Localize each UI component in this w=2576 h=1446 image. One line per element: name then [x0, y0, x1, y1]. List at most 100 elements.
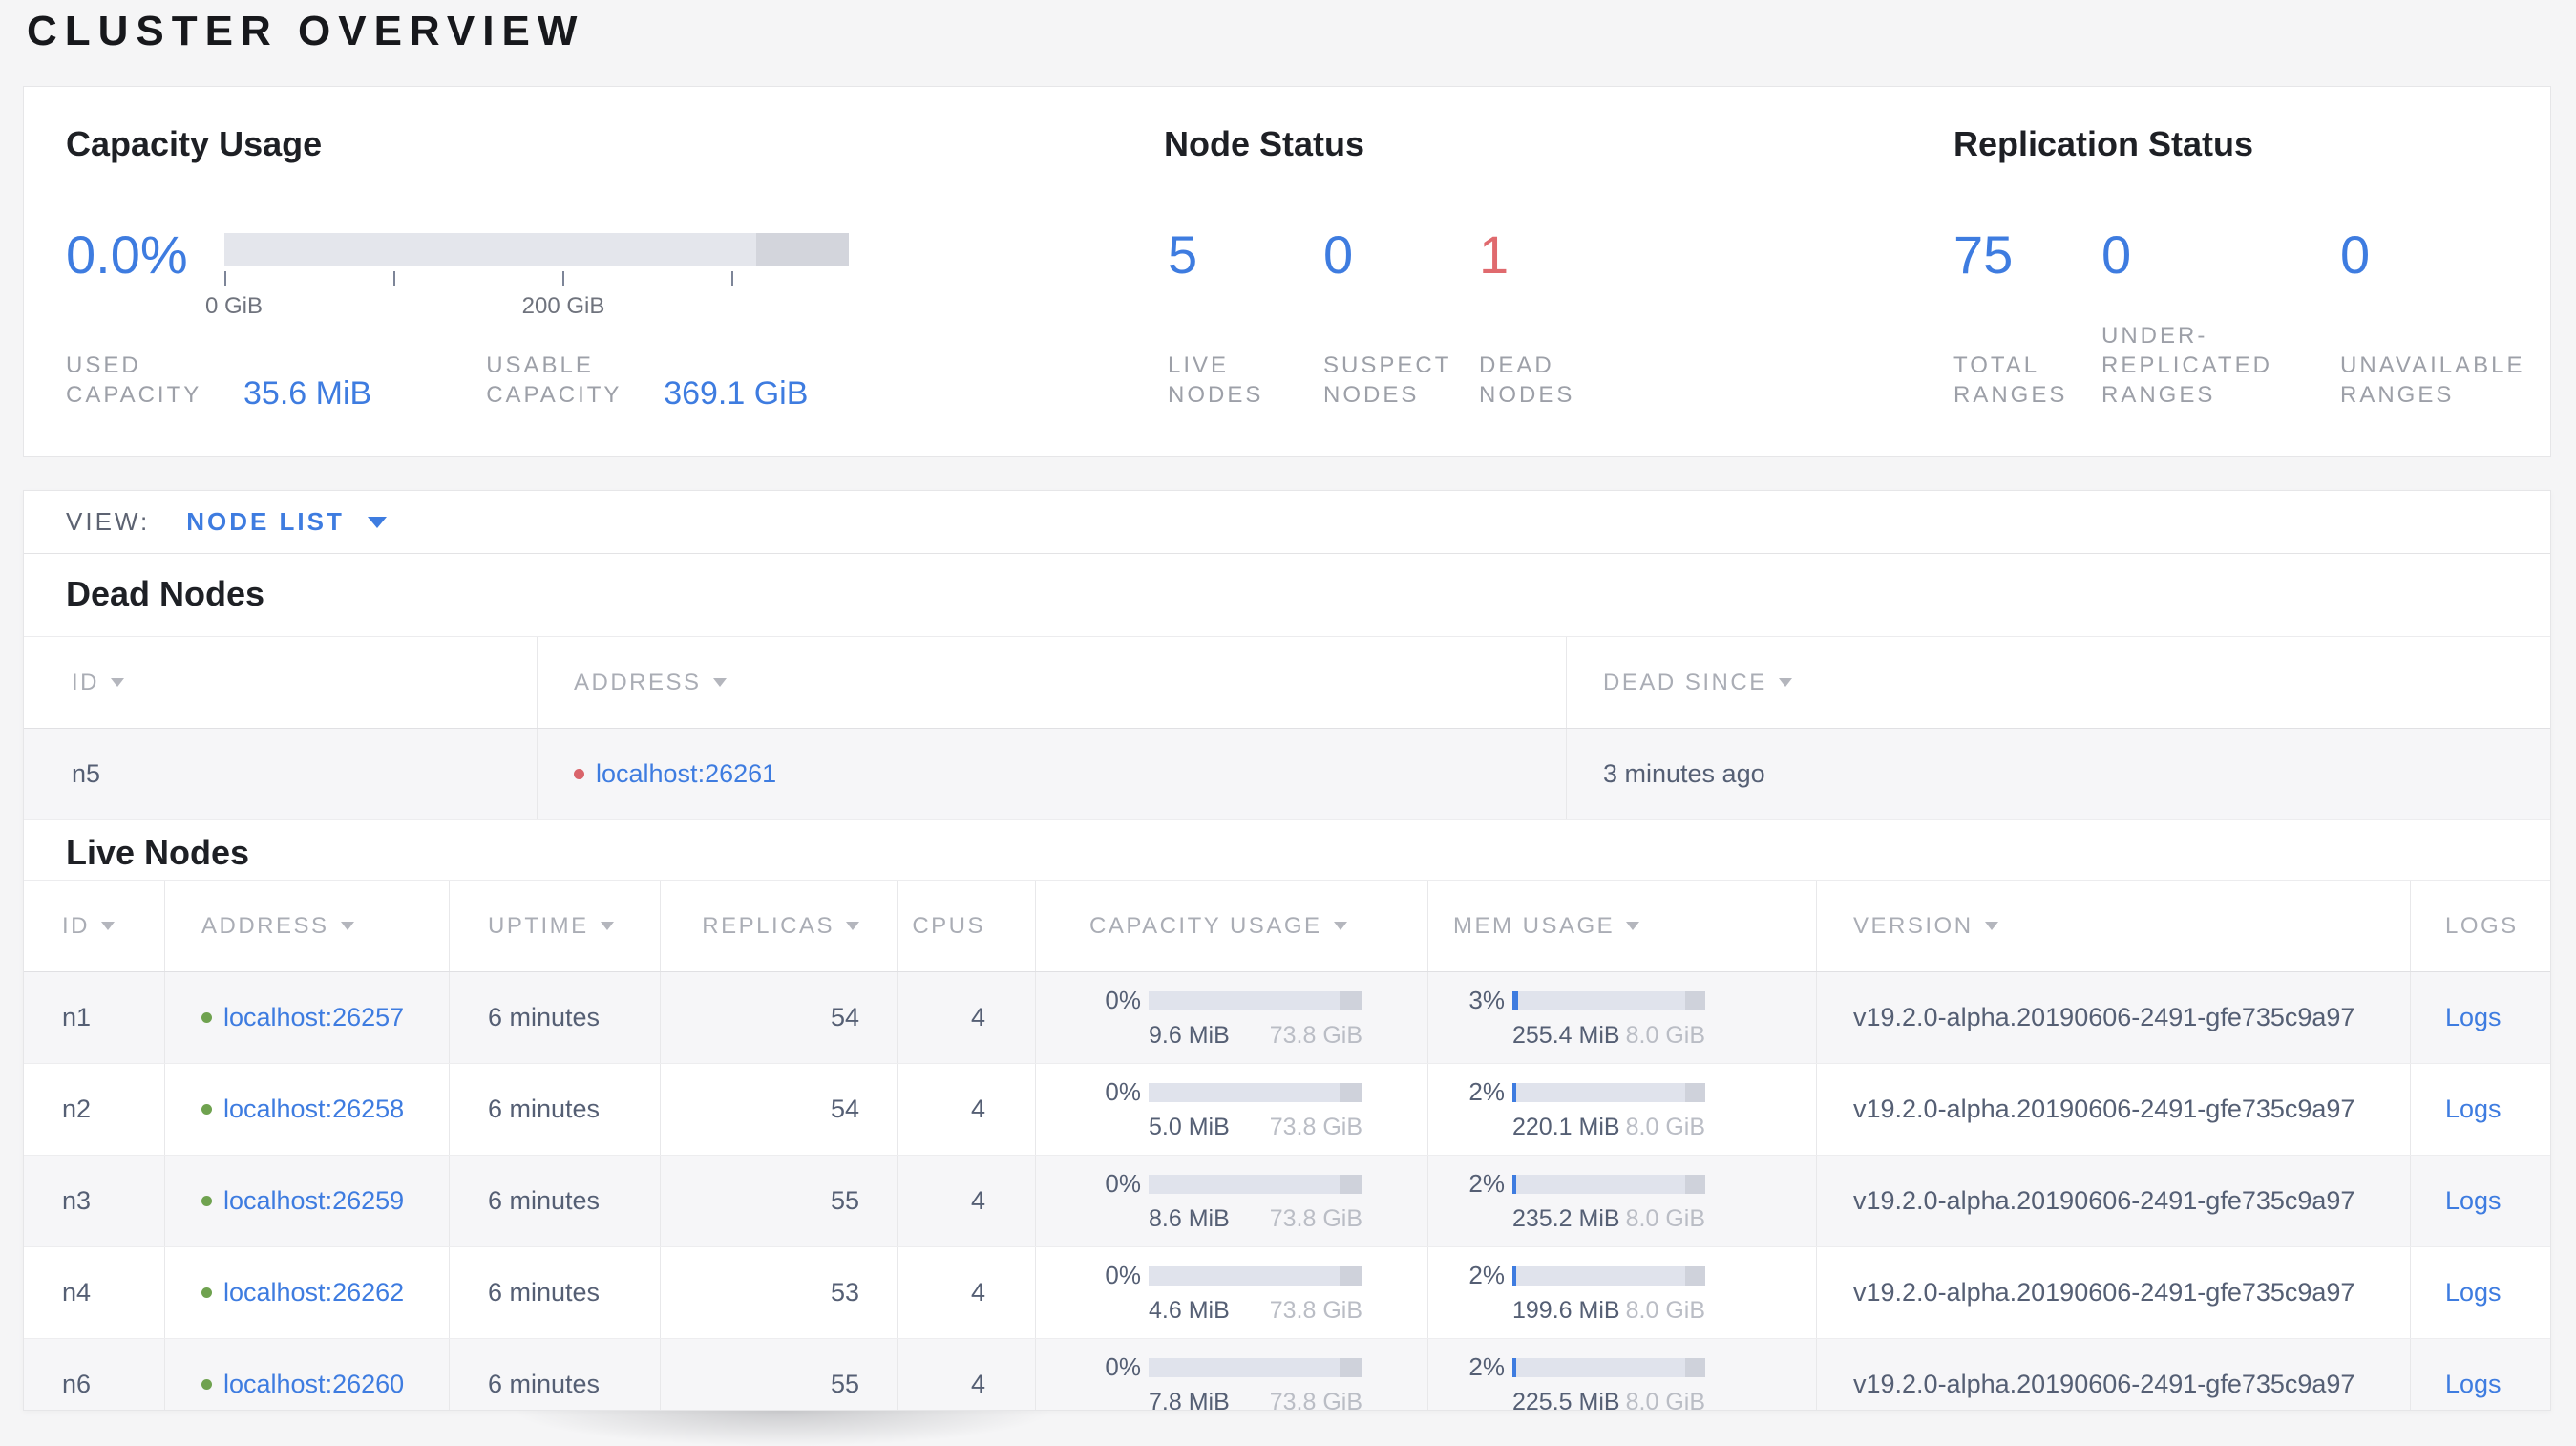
- live-node-address-cell: localhost:26257: [164, 972, 449, 1063]
- dead-col-header-dead-since[interactable]: DEAD SINCE: [1566, 637, 2550, 728]
- sort-desc-icon: [1333, 922, 1347, 930]
- memory-bar-fill: [1512, 1174, 1517, 1194]
- dead-node-id: n5: [72, 759, 101, 788]
- dead-node-row: n5 localhost:26261 3 minutes ago: [24, 729, 2550, 820]
- live-node-capacity-cell: 0% 5.0 MiB 73.8 GiB: [1035, 1064, 1427, 1155]
- capacity-used-value: 9.6 MiB: [1149, 1022, 1230, 1049]
- capacity-total-value: 73.8 GiB: [1269, 1114, 1362, 1140]
- live-node-cpus: 4: [897, 1247, 1035, 1338]
- sort-desc-icon: [846, 922, 859, 930]
- capacity-used-percent: 0.0%: [66, 224, 188, 285]
- live-col-header-version[interactable]: VERSION: [1816, 881, 2410, 971]
- live-node-address-link[interactable]: localhost:26259: [223, 1186, 405, 1215]
- live-node-capacity-cell: 0% 9.6 MiB 73.8 GiB: [1035, 972, 1427, 1063]
- capacity-bar-reserved-segment: [1340, 1174, 1362, 1194]
- sort-desc-icon: [712, 678, 727, 687]
- capacity-usage-heading: Capacity Usage: [66, 124, 323, 163]
- suspect-nodes-label: SUSPECT NODES: [1323, 352, 1452, 408]
- capacity-bar-reserved-segment: [1340, 990, 1362, 1010]
- dead-node-dead-since: 3 minutes ago: [1566, 729, 2550, 819]
- capacity-bar-reserved-segment: [1340, 1265, 1362, 1286]
- sort-desc-icon: [1778, 678, 1792, 687]
- logs-link[interactable]: Logs: [2445, 1095, 2502, 1123]
- memory-bar-reserved-segment: [1684, 1082, 1705, 1102]
- live-node-uptime: 6 minutes: [449, 1156, 660, 1246]
- live-node-memory-cell: 2% 225.5 MiB 8.0 GiB: [1427, 1339, 1816, 1411]
- chevron-down-icon[interactable]: [367, 516, 387, 528]
- live-node-uptime: 6 minutes: [449, 1339, 660, 1410]
- dead-node-address-link[interactable]: localhost:26261: [596, 759, 777, 788]
- memory-percent: 2%: [1468, 1169, 1505, 1198]
- live-node-address-link[interactable]: localhost:26258: [223, 1095, 405, 1123]
- logs-link[interactable]: Logs: [2445, 1370, 2502, 1398]
- memory-used-value: 255.4 MiB: [1512, 1022, 1620, 1049]
- unavailable-ranges-count: 0: [2340, 224, 2371, 285]
- dead-nodes-heading: Dead Nodes: [66, 574, 265, 613]
- memory-bar-reserved-segment: [1684, 1357, 1705, 1377]
- memory-total-value: 8.0 GiB: [1625, 1297, 1705, 1324]
- memory-total-value: 8.0 GiB: [1625, 1389, 1705, 1411]
- capacity-gauge-axis: 0 GiB 200 GiB: [205, 266, 849, 324]
- live-node-address-link[interactable]: localhost:26262: [223, 1278, 405, 1307]
- live-node-id: n1: [62, 1003, 92, 1031]
- live-node-address-cell: localhost:26260: [164, 1339, 449, 1410]
- capacity-percent: 0%: [1105, 1077, 1141, 1106]
- live-node-memory-cell: 2% 235.2 MiB 8.0 GiB: [1427, 1156, 1816, 1246]
- capacity-total-value: 73.8 GiB: [1269, 1389, 1362, 1411]
- capacity-bar-reserved-segment: [1340, 1357, 1362, 1377]
- cluster-summary-panel: Capacity Usage 0.0% 0 GiB 200 GiB: [23, 86, 2551, 457]
- capacity-percent: 0%: [1105, 1169, 1141, 1198]
- node-status-section: Node Status 5 0 1 LIVE NODES SUSPECT NOD…: [1164, 125, 1953, 456]
- capacity-bar: [1149, 990, 1362, 1010]
- live-status-dot-icon: [201, 1196, 212, 1206]
- sort-desc-icon: [340, 922, 354, 930]
- live-node-address-cell: localhost:26258: [164, 1064, 449, 1155]
- live-col-header-replicas[interactable]: REPLICAS: [660, 881, 897, 971]
- capacity-usage-section: Capacity Usage 0.0% 0 GiB 200 GiB: [24, 125, 1164, 456]
- live-node-capacity-cell: 0% 7.8 MiB 73.8 GiB: [1035, 1339, 1427, 1411]
- live-col-header-address[interactable]: ADDRESS: [164, 881, 449, 971]
- live-node-address-link[interactable]: localhost:26257: [223, 1003, 405, 1031]
- memory-percent: 2%: [1468, 1352, 1505, 1381]
- live-col-header-mem-usage[interactable]: MEM USAGE: [1427, 881, 1816, 971]
- logs-link[interactable]: Logs: [2445, 1003, 2502, 1031]
- under-replicated-ranges-label: UNDER- REPLICATED RANGES: [2101, 323, 2272, 408]
- live-node-replicas: 54: [660, 1064, 897, 1155]
- live-status-dot-icon: [201, 1287, 212, 1298]
- live-nodes-table: ID ADDRESS UPTIME REPLICAS CPUS CAPACITY…: [24, 880, 2550, 1411]
- live-node-memory-cell: 2% 199.6 MiB 8.0 GiB: [1427, 1247, 1816, 1338]
- live-col-header-uptime[interactable]: UPTIME: [449, 881, 660, 971]
- dead-col-header-address[interactable]: ADDRESS: [537, 637, 1566, 728]
- view-selector[interactable]: NODE LIST: [186, 507, 345, 536]
- capacity-bar: [1149, 1082, 1362, 1102]
- live-node-capacity-cell: 0% 4.6 MiB 73.8 GiB: [1035, 1247, 1427, 1338]
- logs-link[interactable]: Logs: [2445, 1278, 2502, 1307]
- suspect-nodes-count: 0: [1323, 224, 1354, 285]
- live-node-logs-cell: Logs: [2410, 1156, 2550, 1246]
- live-node-address-link[interactable]: localhost:26260: [223, 1370, 405, 1398]
- memory-bar-reserved-segment: [1684, 1265, 1705, 1286]
- live-col-header-capacity-usage[interactable]: CAPACITY USAGE: [1035, 881, 1427, 971]
- live-node-address-cell: localhost:26259: [164, 1156, 449, 1246]
- live-node-version: v19.2.0-alpha.20190606-2491-gfe735c9a97: [1816, 1156, 2410, 1246]
- capacity-percent: 0%: [1105, 1261, 1141, 1289]
- live-node-capacity-cell: 0% 8.6 MiB 73.8 GiB: [1035, 1156, 1427, 1246]
- memory-bar: [1512, 1265, 1705, 1286]
- memory-total-value: 8.0 GiB: [1625, 1114, 1705, 1140]
- under-replicated-ranges-count: 0: [2101, 224, 2132, 285]
- dead-nodes-label: DEAD NODES: [1479, 352, 1575, 408]
- capacity-bar: [1149, 1174, 1362, 1194]
- axis-tick-label-200: 200 GiB: [521, 293, 605, 319]
- live-col-header-cpus[interactable]: CPUS: [897, 881, 1035, 971]
- live-node-cpus: 4: [897, 1339, 1035, 1410]
- capacity-gauge: 0 GiB 200 GiB: [205, 233, 849, 319]
- live-node-address-cell: localhost:26262: [164, 1247, 449, 1338]
- live-node-uptime: 6 minutes: [449, 972, 660, 1063]
- live-col-header-id[interactable]: ID: [24, 881, 164, 971]
- logs-link[interactable]: Logs: [2445, 1186, 2502, 1215]
- live-node-logs-cell: Logs: [2410, 1064, 2550, 1155]
- memory-percent: 2%: [1468, 1261, 1505, 1289]
- live-col-header-logs[interactable]: LOGS: [2410, 881, 2550, 971]
- dead-col-header-id[interactable]: ID: [24, 637, 537, 728]
- live-node-logs-cell: Logs: [2410, 1339, 2550, 1410]
